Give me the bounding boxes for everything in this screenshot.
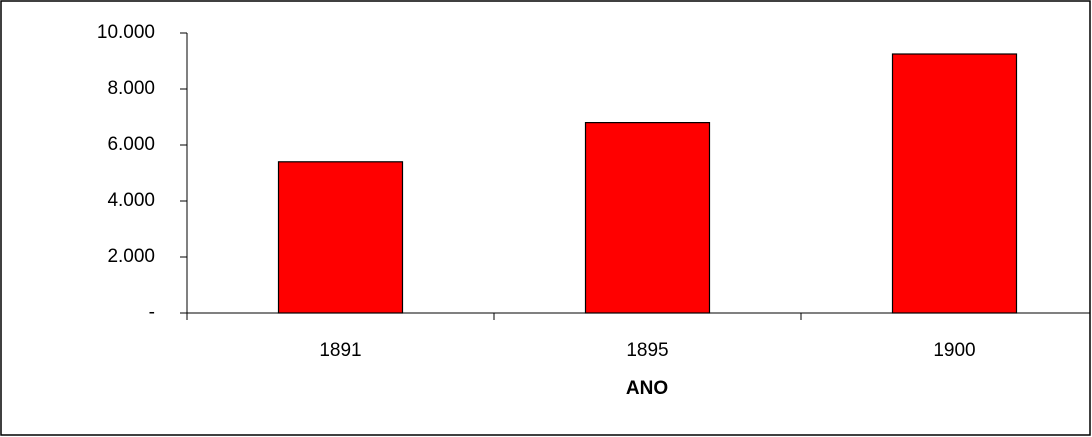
x-tick-label: 1900 [933, 340, 975, 361]
bar [277, 161, 404, 314]
y-tick-label: - [149, 302, 155, 323]
x-axis-label: ANO [626, 378, 668, 399]
y-tick-label: 10.000 [97, 22, 155, 43]
bar [891, 53, 1018, 314]
x-tick-label: 1895 [626, 340, 668, 361]
y-tick-label: 4.000 [107, 190, 155, 211]
y-tick-label: 6.000 [107, 134, 155, 155]
bar [584, 121, 711, 314]
y-tick-label: 8.000 [107, 78, 155, 99]
y-tick-label: 2.000 [107, 246, 155, 267]
x-tick-label: 1891 [319, 340, 361, 361]
